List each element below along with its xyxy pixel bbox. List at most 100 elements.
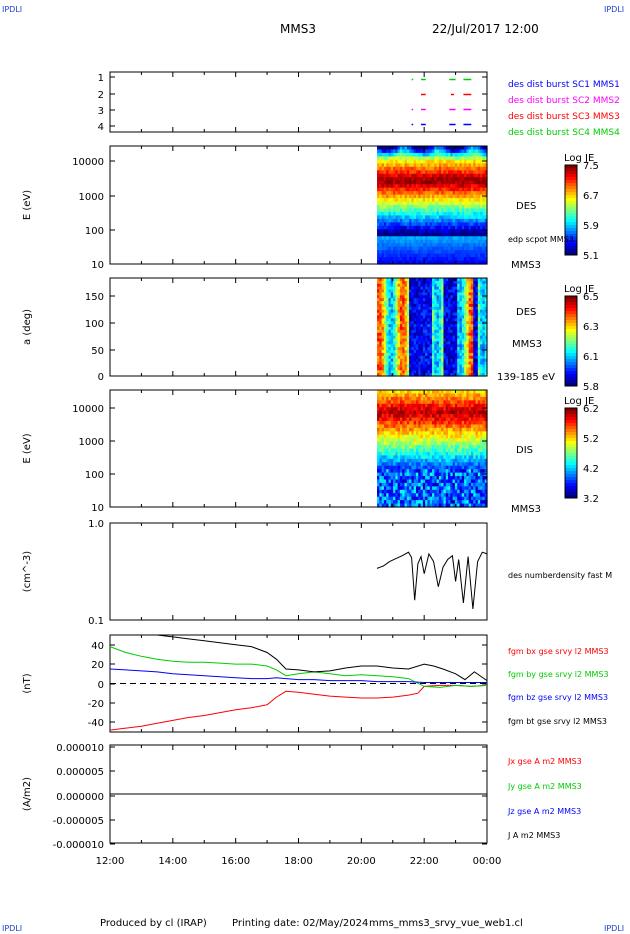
panel-2-spectrogram-cell [383, 187, 387, 192]
panel-4-spectrogram-cell [434, 414, 438, 419]
panel-4-spectrogram-cell [432, 451, 435, 456]
panel-3-spectrogram-cell [452, 350, 456, 354]
panel-3-spectrogram-cell [473, 367, 477, 371]
panel-3-spectrogram-cell [415, 295, 419, 299]
panel-4-spectrogram-cell [397, 496, 401, 501]
panel-2-spectrogram-cell [466, 205, 470, 210]
panel-4-spectrogram-cell [406, 493, 410, 498]
panel-2-spectrogram-cell [480, 149, 484, 154]
panel-4-spectrogram-cell [386, 420, 390, 426]
panel-3-spectrogram-cell [484, 344, 488, 348]
panel-3-spectrogram-cell [450, 347, 454, 351]
panel-3-spectrogram-cell [393, 355, 396, 360]
panel-4-spectrogram-cell [386, 400, 390, 405]
panel-4-spectrogram-cell [448, 448, 451, 453]
panel-2-spectrogram-cell [441, 149, 445, 154]
panel-4-spectrogram-cell [381, 445, 385, 450]
panel-2-spectrogram-cell [461, 229, 465, 234]
panel-2-spectrogram-cell [388, 239, 392, 244]
panel-2-spectrogram-cell [468, 163, 472, 168]
panel-2-spectrogram-cell [422, 215, 426, 220]
panel-2-spectrogram-cell [383, 229, 387, 234]
panel-2-spectrogram-cell [399, 215, 403, 220]
panel-4-spectrogram-cell [450, 469, 454, 474]
panel-3-spectrogram-cell [397, 352, 401, 357]
panel-4-spectrogram-cell [381, 458, 385, 463]
panel-4-spectrogram-cell [397, 479, 401, 484]
panel-2-spectrogram-cell [454, 222, 458, 227]
panel-4-spectrogram-cell [406, 441, 410, 446]
panel-4-spectrogram-cell [445, 390, 449, 395]
panel-2-spectrogram-cell [390, 184, 394, 189]
panel-3-spectrogram-cell [395, 303, 399, 308]
panel-4-spectrogram-cell [466, 496, 470, 501]
panel-2-spectrogram-cell [402, 166, 406, 171]
panel-3-spectrogram-cell [470, 332, 474, 337]
panel-3-spectrogram-cell [397, 361, 401, 366]
panel-3-spectrogram-cell [422, 315, 426, 319]
panel-4-spectrogram-cell [477, 410, 481, 415]
panel-3-spectrogram-cell [461, 332, 465, 337]
panel-3-spectrogram-cell [445, 278, 449, 282]
panel-4-spectrogram-cell [436, 476, 440, 481]
panel-4-spectrogram-cell [418, 396, 422, 401]
panel-2-spectrogram-cell [457, 229, 461, 234]
panel-2-spectrogram-cell [402, 191, 406, 196]
panel-4-spectrogram-cell [402, 441, 406, 446]
panel-3-spectrogram-cell [454, 318, 458, 322]
panel-4-spectrogram-cell [452, 458, 456, 463]
panel-4-spectrogram-cell [413, 427, 417, 432]
panel-2-spectrogram-cell [482, 218, 486, 223]
panel-4-spectrogram-cell [429, 455, 433, 460]
panel-4-spectrogram-cell [450, 503, 454, 508]
panel-3-spectrogram-cell [422, 327, 426, 331]
panel-2-spectrogram-cell [443, 246, 447, 251]
panel-3-spectrogram-cell [475, 283, 479, 288]
panel-3-spectrogram-cell [406, 327, 410, 331]
panel-3-spectrogram-cell [484, 309, 488, 314]
panel-2-spectrogram-cell [386, 239, 390, 244]
panel-4-spectrogram-cell [438, 489, 442, 494]
panel-3-spectrogram-cell [464, 278, 467, 282]
panel-2-spectrogram-cell [404, 159, 408, 164]
panel-2-spectrogram-cell [484, 198, 488, 203]
panel-2-spectrogram-cell [473, 156, 477, 161]
panel-2-spectrogram-cell [438, 225, 442, 230]
panel-3-spectrogram-cell [432, 301, 435, 305]
panel-2-spectrogram-cell [441, 236, 445, 241]
panel-3-spectrogram-cell [415, 289, 419, 294]
panel-3-spectrogram-cell [445, 335, 449, 340]
panel-4-spectrogram-cell [466, 458, 470, 463]
panel-4-spectrogram-cell [386, 403, 390, 408]
panel-2-spectrogram-cell [470, 146, 474, 151]
panel-2-spectrogram-cell [443, 170, 447, 175]
panel-3-spectrogram-cell [393, 338, 396, 343]
panel-4-spectrogram-cell [448, 469, 451, 474]
panel-3-spectrogram-cell [484, 315, 488, 319]
panel-2-spectrogram-cell [434, 177, 438, 182]
panel-2-label-scpot: edp scpot MMS3 [508, 235, 574, 244]
panel-2-spectrogram-cell [406, 225, 410, 230]
panel-4-spectrogram-cell [466, 403, 470, 408]
panel-3-spectrogram-cell [379, 295, 383, 299]
panel-4-spectrogram-cell [377, 458, 380, 463]
panel-3-spectrogram-cell [468, 332, 472, 337]
panel-4-spectrogram-cell [381, 410, 385, 415]
panel-2-spectrogram-cell [459, 177, 463, 182]
panel-3-spectrogram-cell [386, 289, 390, 294]
panel-3-spectrogram-cell [448, 298, 451, 302]
panel-2-spectrogram-cell [457, 225, 461, 230]
panel-4-spectrogram-cell [454, 486, 458, 491]
panel-3-spectrogram-cell [441, 306, 445, 311]
panel-3-spectrogram-cell [441, 309, 445, 314]
panel-2-spectrogram-cell [386, 250, 390, 255]
panel-4-spectrogram-cell [427, 396, 431, 401]
panel-2-spectrogram-cell [379, 184, 383, 189]
panel-2-spectrogram-cell [425, 236, 429, 241]
panel-4-spectrogram-cell [454, 407, 458, 412]
panel-2-spectrogram-cell [464, 253, 467, 258]
panel-3-spectrogram-cell [464, 286, 467, 291]
panel-4-spectrogram-cell [413, 431, 417, 436]
panel-3-spectrogram-cell [418, 367, 422, 371]
panel-4-spectrogram-cell [445, 441, 449, 446]
